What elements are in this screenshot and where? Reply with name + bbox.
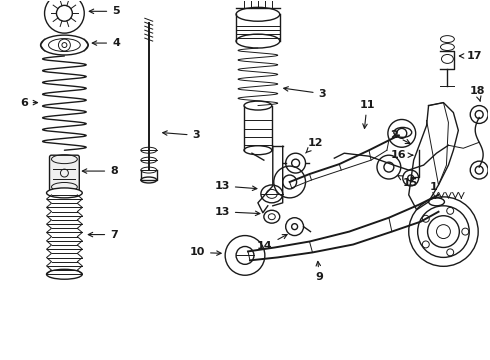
Text: 12: 12 — [306, 138, 323, 153]
Text: 11: 11 — [359, 100, 375, 129]
Text: 13: 13 — [215, 207, 260, 217]
Text: 17: 17 — [460, 51, 482, 61]
Text: 4: 4 — [92, 38, 120, 48]
Text: 6: 6 — [20, 98, 38, 108]
Ellipse shape — [47, 188, 82, 198]
Text: 15: 15 — [397, 175, 418, 188]
FancyBboxPatch shape — [49, 155, 79, 191]
Text: 8: 8 — [82, 166, 118, 176]
Text: 1: 1 — [430, 182, 438, 192]
Text: 13: 13 — [215, 181, 257, 191]
Text: 10: 10 — [190, 247, 221, 257]
Ellipse shape — [47, 269, 82, 279]
Text: 3: 3 — [163, 130, 200, 140]
Text: 14: 14 — [257, 234, 287, 252]
Text: 9: 9 — [316, 261, 323, 282]
Text: 3: 3 — [284, 87, 326, 99]
Text: 18: 18 — [469, 86, 485, 101]
Text: 2: 2 — [390, 130, 410, 144]
Text: 7: 7 — [88, 230, 118, 239]
Text: 16: 16 — [391, 150, 413, 160]
Text: 5: 5 — [89, 6, 120, 16]
